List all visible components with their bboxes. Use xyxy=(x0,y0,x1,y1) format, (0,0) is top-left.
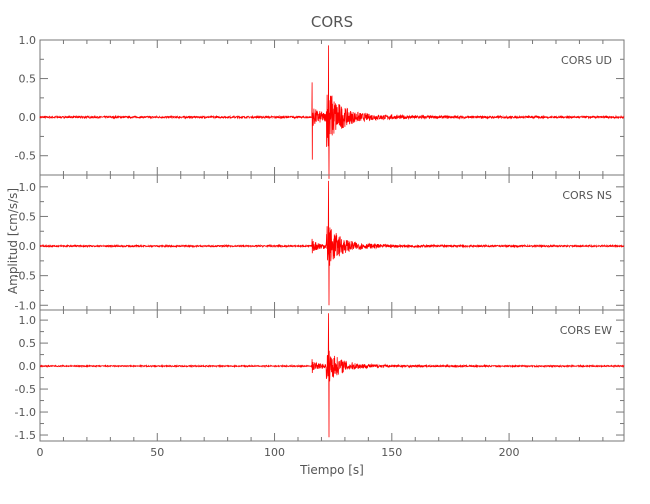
x-tick-label: 0 xyxy=(37,446,44,459)
waveform-line xyxy=(39,313,625,438)
y-tick-label: 0.5 xyxy=(19,73,37,86)
y-tick-label: -1.5 xyxy=(15,429,36,442)
panel-label: CORS UD xyxy=(561,54,612,67)
y-tick-label: 1.0 xyxy=(19,34,37,47)
y-tick-label: -1.0 xyxy=(15,406,36,419)
chart-title: CORS xyxy=(311,13,353,31)
y-tick-label: -1.0 xyxy=(15,299,36,312)
y-tick-label: -0.5 xyxy=(15,270,36,283)
y-tick-label: 1.0 xyxy=(19,314,37,327)
y-tick-label: 0.5 xyxy=(19,210,37,223)
x-tick-label: 100 xyxy=(264,446,285,459)
y-tick-label: 0.5 xyxy=(19,337,37,350)
y-tick-label: 1.0 xyxy=(19,181,37,194)
panel-label: CORS NS xyxy=(562,189,612,202)
waveform-line xyxy=(39,180,625,306)
x-tick-label: 200 xyxy=(499,446,520,459)
waveform-line xyxy=(39,45,625,179)
panel-frame xyxy=(39,309,625,442)
panel-1: -0.5 0.0 0.5 1.0 CORS UD xyxy=(15,34,625,179)
panel-2: -1.0 -0.5 0.0 0.5 1.0 CORS NS xyxy=(15,174,625,312)
x-tick-label: 50 xyxy=(150,446,164,459)
panel-3: -1.5 -1.0 -0.5 0.0 0.5 1.0 CORS EW xyxy=(15,309,625,442)
y-tick-label: -0.5 xyxy=(15,150,36,163)
y-tick-label: 0.0 xyxy=(19,240,37,253)
y-axis-label: Amplitud [cm/s/s] xyxy=(6,188,20,294)
y-tick-label: -0.5 xyxy=(15,383,36,396)
x-tick-label: 150 xyxy=(381,446,402,459)
y-tick-label: 0.0 xyxy=(19,111,37,124)
x-axis-label: Tiempo [s] xyxy=(299,463,364,477)
y-tick-label: 0.0 xyxy=(19,360,37,373)
panel-label: CORS EW xyxy=(560,324,612,337)
